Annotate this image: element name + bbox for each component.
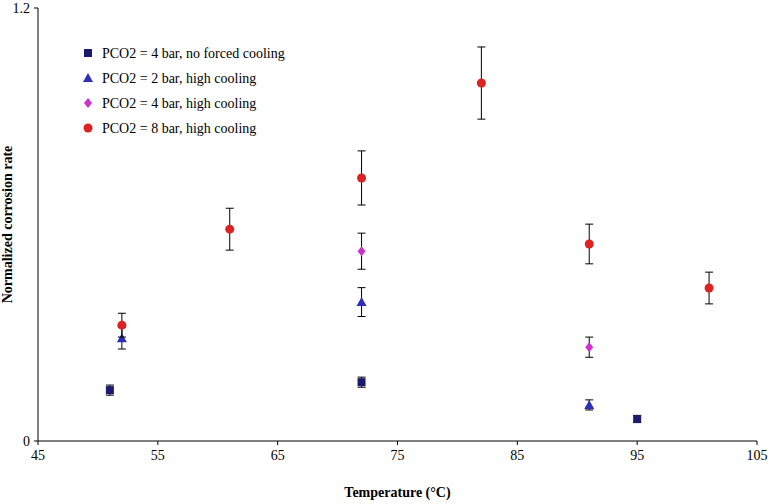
legend: PCO2 = 4 bar, no forced cooling PCO2 = 2 … <box>83 46 285 136</box>
series <box>117 47 713 337</box>
point <box>358 246 366 256</box>
x-tick <box>397 441 398 445</box>
x-tick-label: 45 <box>31 448 45 463</box>
y-axis-label: Normalized corrosion rate <box>0 146 15 304</box>
error-bar <box>477 47 485 119</box>
error-bar <box>585 224 593 264</box>
legend-label: PCO2 = 8 bar, high cooling <box>102 121 256 136</box>
error-bar <box>226 208 234 250</box>
x-tick-label: 85 <box>510 448 524 463</box>
error-bar <box>118 313 126 337</box>
x-tick-label: 75 <box>391 448 405 463</box>
x-tick-label: 55 <box>151 448 165 463</box>
x-tick <box>517 441 518 445</box>
point <box>106 386 114 394</box>
y-tick <box>34 441 38 442</box>
point <box>585 342 593 352</box>
x-tick-label: 105 <box>747 448 768 463</box>
error-bar <box>633 415 641 422</box>
point <box>633 415 641 423</box>
x-tick-label: 95 <box>630 448 644 463</box>
error-bar <box>585 337 593 357</box>
error-bar <box>358 288 366 317</box>
legend-label: PCO2 = 4 bar, no forced cooling <box>102 46 285 61</box>
point <box>225 225 234 234</box>
x-tick <box>38 441 39 445</box>
series <box>117 288 594 410</box>
legend-label: PCO2 = 4 bar, high cooling <box>102 96 256 111</box>
y-axis <box>38 8 39 441</box>
error-bar <box>358 377 366 387</box>
x-tick <box>757 441 758 445</box>
legend-marker <box>83 73 93 82</box>
point <box>117 321 126 330</box>
y-tick-label: 0 <box>23 434 30 449</box>
x-tick <box>157 441 158 445</box>
x-tick-label: 65 <box>271 448 285 463</box>
legend-marker <box>84 98 92 108</box>
chart: 45 55 65 75 85 95 105 0 1.2 Temperature (°C) Norma… <box>0 0 768 504</box>
legend-label: PCO2 = 2 bar, high cooling <box>102 71 256 86</box>
error-bar <box>106 385 114 395</box>
error-bar <box>358 233 366 269</box>
series <box>106 377 641 423</box>
x-axis-label: Temperature (°C) <box>344 485 451 501</box>
point <box>584 400 594 409</box>
error-bar <box>705 272 713 304</box>
error-bar <box>585 400 593 410</box>
y-tick <box>34 8 38 9</box>
series <box>358 233 594 357</box>
point <box>357 173 366 182</box>
y-tick-label: 1.2 <box>13 1 31 16</box>
x-tick <box>637 441 638 445</box>
legend-marker <box>84 49 92 57</box>
point <box>357 297 367 306</box>
point <box>477 79 486 88</box>
legend-marker <box>84 124 93 133</box>
point <box>585 239 594 248</box>
error-bar <box>358 151 366 205</box>
x-tick <box>277 441 278 445</box>
point <box>358 378 366 386</box>
point <box>705 284 714 293</box>
